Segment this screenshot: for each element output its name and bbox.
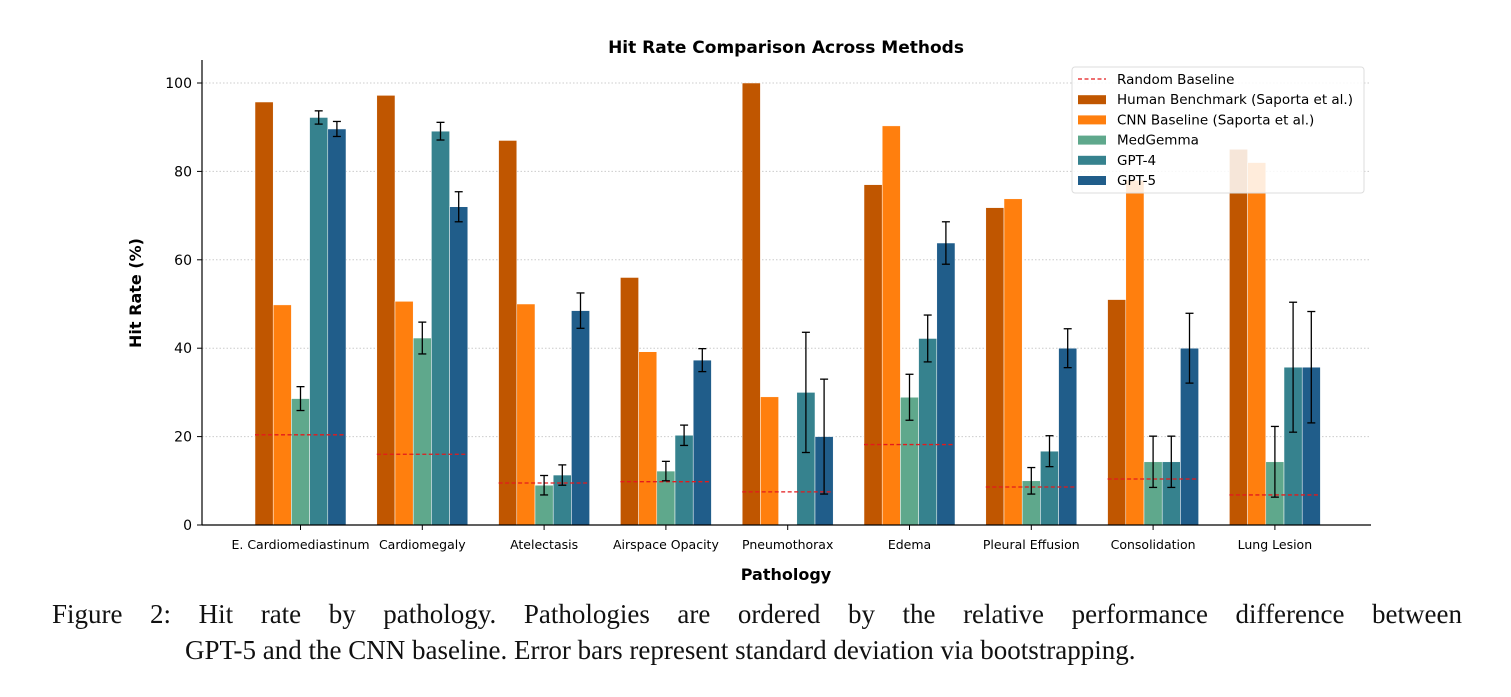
bar	[1229, 149, 1248, 526]
bar	[936, 242, 956, 526]
x-ticks: E. Cardiomediastinum Cardiomegaly Atelecta…	[231, 525, 1312, 552]
y-ticks: 0 20 40 60 80 100	[165, 76, 202, 534]
legend-label: CNN Baseline (Saporta et al.)	[1117, 112, 1314, 128]
x-tick-label: E. Cardiomediastinum	[231, 537, 369, 552]
legend-box	[1071, 66, 1365, 194]
bar	[571, 310, 590, 526]
y-tick-label: 40	[174, 341, 192, 357]
legend-label: Random Baseline	[1117, 72, 1234, 88]
figure-caption: Figure 2: Hit rate by pathology. Patholo…	[52, 596, 1462, 668]
bar-chart: 0 20 40 60 80 100 E. Cardiomediastinum Cardiom…	[126, 38, 1371, 584]
x-tick-label: Lung Lesion	[1238, 537, 1313, 552]
bar	[674, 435, 694, 526]
x-axis-label: Pathology	[741, 565, 832, 584]
x-tick-label: Pneumothorax	[742, 537, 833, 552]
legend-label: Human Benchmark (Saporta et al.)	[1117, 92, 1353, 108]
bars	[254, 82, 1321, 526]
bar	[1125, 179, 1145, 526]
bar	[516, 303, 536, 526]
legend-label: GPT-5	[1117, 173, 1156, 189]
legend-swatch	[1078, 115, 1106, 125]
bar	[394, 301, 414, 526]
bar	[449, 206, 469, 526]
bar	[918, 338, 938, 526]
x-tick-label: Consolidation	[1111, 537, 1196, 552]
bar	[692, 359, 712, 526]
bar	[760, 396, 779, 526]
y-tick-label: 80	[174, 164, 192, 180]
x-tick-label: Airspace Opacity	[613, 537, 719, 552]
chart-title: Hit Rate Comparison Across Methods	[608, 38, 964, 58]
bar	[1107, 299, 1127, 526]
caption-line-2: GPT-5 and the CNN baseline. Error bars r…	[185, 635, 1136, 665]
legend-swatch	[1078, 95, 1106, 105]
bar	[291, 398, 310, 526]
legend-swatch	[1078, 176, 1106, 185]
y-axis-label: Hit Rate (%)	[126, 238, 145, 348]
bar	[1003, 198, 1023, 526]
bar	[863, 184, 883, 526]
legend-swatch	[1078, 135, 1106, 145]
bar	[638, 351, 658, 526]
x-tick-label: Atelectasis	[510, 537, 578, 552]
x-tick-label: Edema	[888, 537, 931, 552]
bar	[620, 277, 639, 526]
legend-label: GPT-4	[1117, 153, 1156, 169]
y-tick-label: 60	[174, 253, 192, 269]
bar	[1058, 347, 1078, 526]
y-tick-label: 0	[183, 518, 192, 534]
bar	[498, 140, 518, 526]
bar	[376, 95, 396, 526]
x-tick-label: Cardiomegaly	[379, 537, 466, 552]
bar	[431, 130, 450, 526]
bar	[1247, 162, 1267, 526]
x-tick-label: Pleural Effusion	[983, 537, 1080, 552]
y-tick-label: 20	[174, 430, 192, 446]
caption-line-1: Figure 2: Hit rate by pathology. Patholo…	[52, 599, 1462, 629]
error-bars	[296, 110, 1316, 498]
legend-label: MedGemma	[1117, 133, 1199, 149]
bar	[412, 337, 432, 526]
y-tick-label: 100	[165, 76, 192, 92]
bar	[741, 82, 761, 526]
bar	[272, 304, 292, 526]
bar	[309, 117, 329, 526]
bar	[327, 128, 347, 526]
bar	[254, 101, 274, 526]
legend: Random Baseline Human Benchmark (Saporta …	[1071, 66, 1365, 194]
axes	[201, 60, 1371, 526]
bar	[881, 125, 901, 526]
bar	[985, 207, 1005, 526]
legend-swatch	[1078, 155, 1106, 165]
